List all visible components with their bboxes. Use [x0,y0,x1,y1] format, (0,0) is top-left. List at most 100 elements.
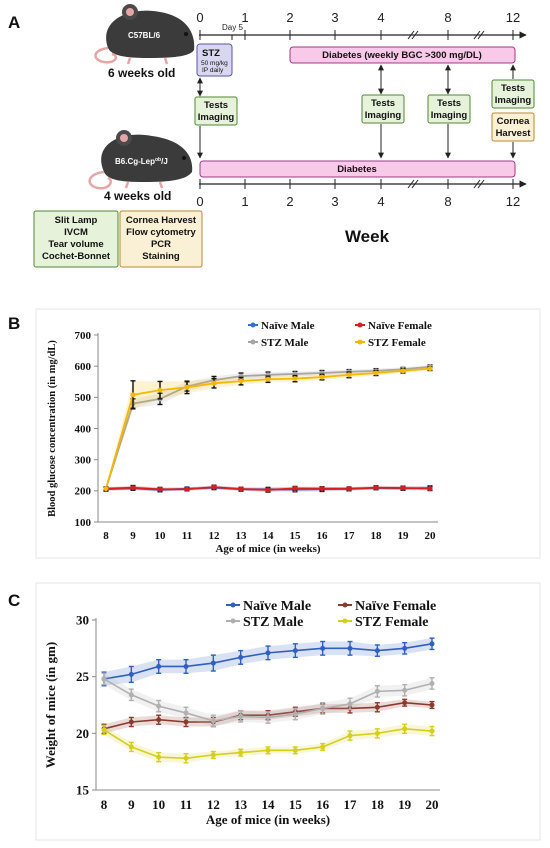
data-point [157,486,163,492]
panel-a: A C57BL/6 6 weeks old B6.Cg-Lepob/J 4 we… [8,4,535,268]
bottom-tick-3: 3 [331,194,338,209]
svg-text:Tear volume: Tear volume [48,239,103,250]
legend-label: Naïve Male [261,320,315,332]
x-tick-label: 16 [316,797,330,812]
data-point [128,692,134,698]
x-tick-label: 16 [317,530,329,542]
data-point [319,486,325,492]
data-point [210,718,216,724]
data-point [211,380,217,386]
x-tick-label: 12 [207,797,220,812]
data-point [427,486,433,492]
stz-dose: 50 mg/kg [201,60,228,67]
svg-text:Staining: Staining [142,251,180,262]
svg-text:Cornea: Cornea [497,116,530,127]
data-point [265,650,271,656]
svg-text:Imaging: Imaging [431,110,468,121]
y-tick-label: 500 [75,392,92,404]
x-tick-label: 13 [234,797,248,812]
data-point [320,645,326,651]
tests-box-week8 [427,94,471,124]
y-tick-label: 300 [75,455,92,467]
x-tick-label: 17 [344,797,358,812]
data-point [210,752,216,758]
data-point [292,747,298,753]
panel-a-label: A [8,13,20,32]
data-point [210,660,216,666]
stz-title: STZ [202,48,220,59]
x-tick-label: 8 [101,797,108,812]
x-tick-label: 18 [371,797,385,812]
data-point [400,368,406,374]
data-point [347,701,353,707]
data-point [184,486,190,492]
bottom-timeline-ticks [199,179,514,189]
y-tick-label: 600 [75,361,92,373]
x-tick-label: 8 [103,530,109,542]
data-point [103,486,109,492]
y-tick-label: 25 [76,669,90,684]
data-point [292,376,298,382]
x-tick-label: 9 [128,797,135,812]
data-point [347,733,353,739]
bottom-tick-2: 2 [286,194,293,209]
x-tick-label: 10 [152,797,165,812]
svg-text:Tests: Tests [437,98,461,109]
body-weight-chart: 15 20 25 30 8 9 10 11 12 13 14 15 16 17 18 19 20 Age of m… [43,599,440,827]
legend-swatch-marker [357,322,363,328]
svg-text:Harvest: Harvest [496,128,532,139]
bottom-tick-0: 0 [196,194,203,209]
x-tick-label: 11 [182,530,192,542]
data-point [346,372,352,378]
top-tick-8: 8 [444,10,451,25]
x-axis-title: Age of mice (in weeks) [206,812,330,827]
panel-b-frame [35,308,541,559]
top-tick-1: 1 [241,10,248,25]
svg-text:Tests: Tests [204,100,228,111]
data-point [374,688,380,694]
svg-text:PCR: PCR [151,239,171,250]
data-point [156,703,162,709]
svg-text:Imaging: Imaging [198,112,235,123]
legend-swatch-marker [342,602,348,608]
data-point [183,719,189,725]
panel-c-frame [35,582,541,841]
x-tick-label: 20 [425,530,437,542]
methods-harvest-box [119,210,203,268]
data-point [320,744,326,750]
svg-text:Imaging: Imaging [365,110,402,121]
data-point [128,671,134,677]
data-point [156,717,162,723]
svg-text:Cochet-Bonnet: Cochet-Bonnet [42,251,111,262]
data-point [265,487,271,493]
data-point [402,726,408,732]
diabetes-top-label: Diabetes (weekly BGC >300 mg/DL) [322,50,482,61]
legend-label: STZ Female [355,615,429,630]
y-tick-label: 100 [75,517,92,529]
x-tick-label: 20 [426,797,439,812]
svg-text:Flow cytometry: Flow cytometry [126,227,196,238]
x-tick-label: 10 [155,530,167,542]
data-point [373,370,379,376]
data-point [347,645,353,651]
tests-box-week0 [194,96,238,126]
blood-glucose-chart: 100 200 300 400 500 600 700 8 9 10 11 12 13 14 15 16 17 1… [47,320,438,555]
methods-imaging-box [33,210,119,268]
mouse1-strain: C57BL/6 [128,31,161,40]
svg-text:IVCM: IVCM [64,227,88,238]
legend-label: STZ Female [368,337,426,349]
legend-swatch-marker [250,339,256,345]
x-tick-label: 14 [263,530,275,542]
top-timeline-ticks [199,30,514,40]
data-point [374,704,380,710]
data-point [101,676,107,682]
x-tick-label: 19 [398,797,412,812]
y-axis-title: Weight of mice (in gm) [43,642,58,768]
x-tick-label: 15 [289,797,303,812]
y-axis-title: Blood glucose concentration (in mg/dL) [47,340,58,517]
top-tick-12: 12 [506,10,520,25]
svg-text:Tests: Tests [501,83,525,94]
data-point [184,384,190,390]
data-point [211,484,217,490]
